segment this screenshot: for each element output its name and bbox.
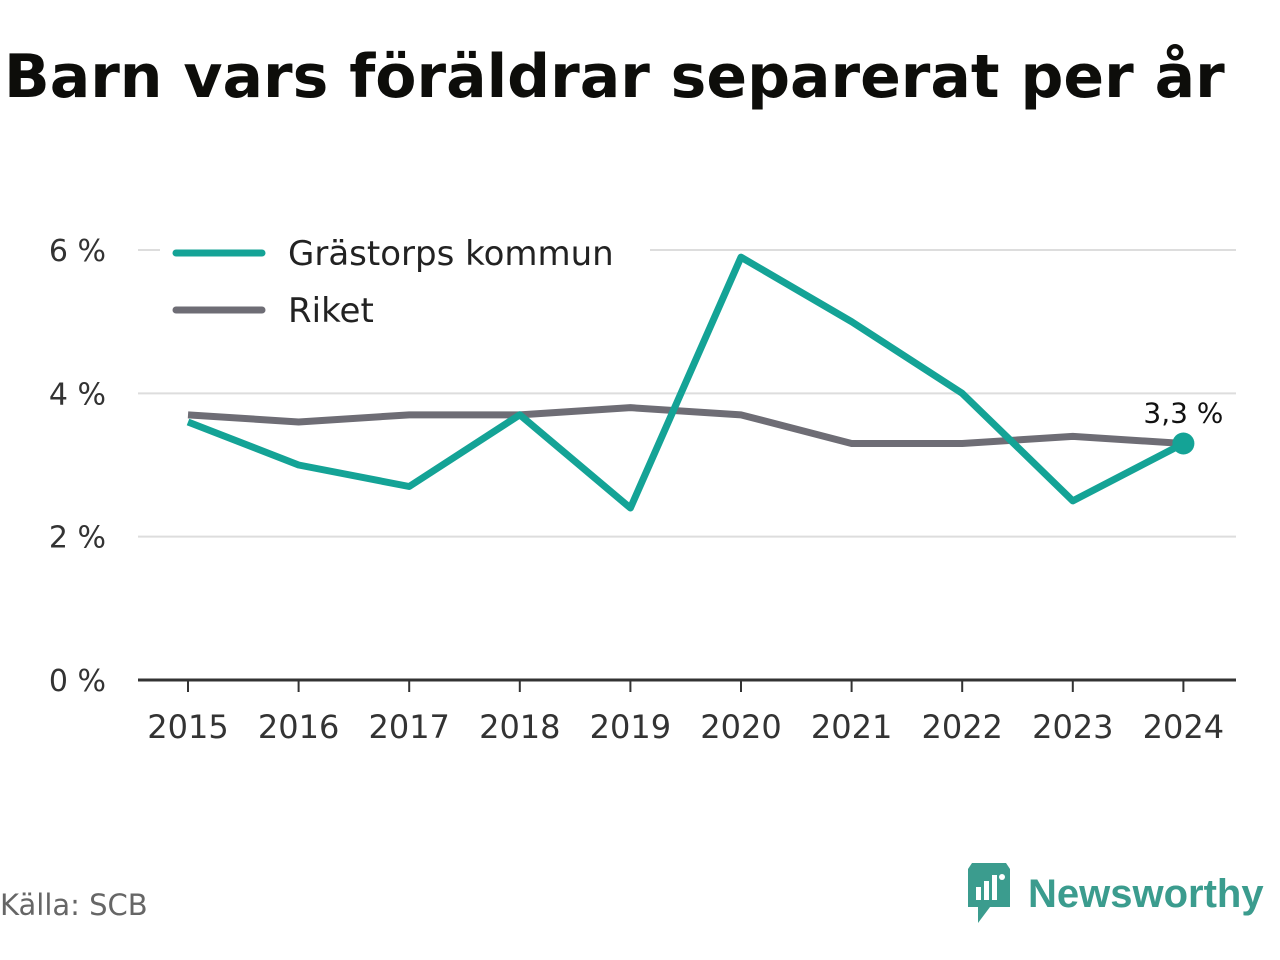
x-tick-label: 2017 xyxy=(368,708,449,746)
x-tick-label: 2015 xyxy=(147,708,228,746)
end-value-label: 3,3 % xyxy=(1143,397,1223,430)
legend: Grästorps kommun Riket xyxy=(160,234,650,332)
x-tick-label: 2022 xyxy=(921,708,1002,746)
x-tick-label: 2019 xyxy=(590,708,671,746)
brand-name: Newsworthy xyxy=(1028,871,1264,916)
x-tick-label: 2023 xyxy=(1032,708,1113,746)
chart-title: Barn vars föräldrar separerat per år xyxy=(4,42,1225,112)
legend-label: Grästorps kommun xyxy=(288,234,614,274)
series-line-grastorp xyxy=(186,253,1186,512)
axis-layer: 0 % 2 % 4 % 6 % 2015 2016 2017 2018 2019 2020 2021… xyxy=(49,234,1236,746)
source-note: Källa: SCB xyxy=(0,888,148,922)
y-tick-label: 4 % xyxy=(49,377,106,412)
x-tick-label: 2024 xyxy=(1143,708,1224,746)
x-tick-label: 2016 xyxy=(258,708,339,746)
annotation-layer: 3,3 % xyxy=(1143,397,1223,455)
series-layer xyxy=(186,253,1186,512)
legend-label: Riket xyxy=(288,291,374,331)
series-line-riket xyxy=(187,404,1184,447)
x-tick-label: 2018 xyxy=(479,708,560,746)
y-tick-label: 2 % xyxy=(49,521,106,556)
x-tick-label: 2020 xyxy=(700,708,781,746)
end-point-marker xyxy=(1172,432,1195,455)
y-tick-label: 6 % xyxy=(49,234,106,269)
newsworthy-logo-icon xyxy=(968,863,1010,923)
x-tick-label: 2021 xyxy=(811,708,892,746)
brand[interactable]: Newsworthy xyxy=(964,862,1264,926)
y-tick-label: 0 % xyxy=(49,664,106,699)
